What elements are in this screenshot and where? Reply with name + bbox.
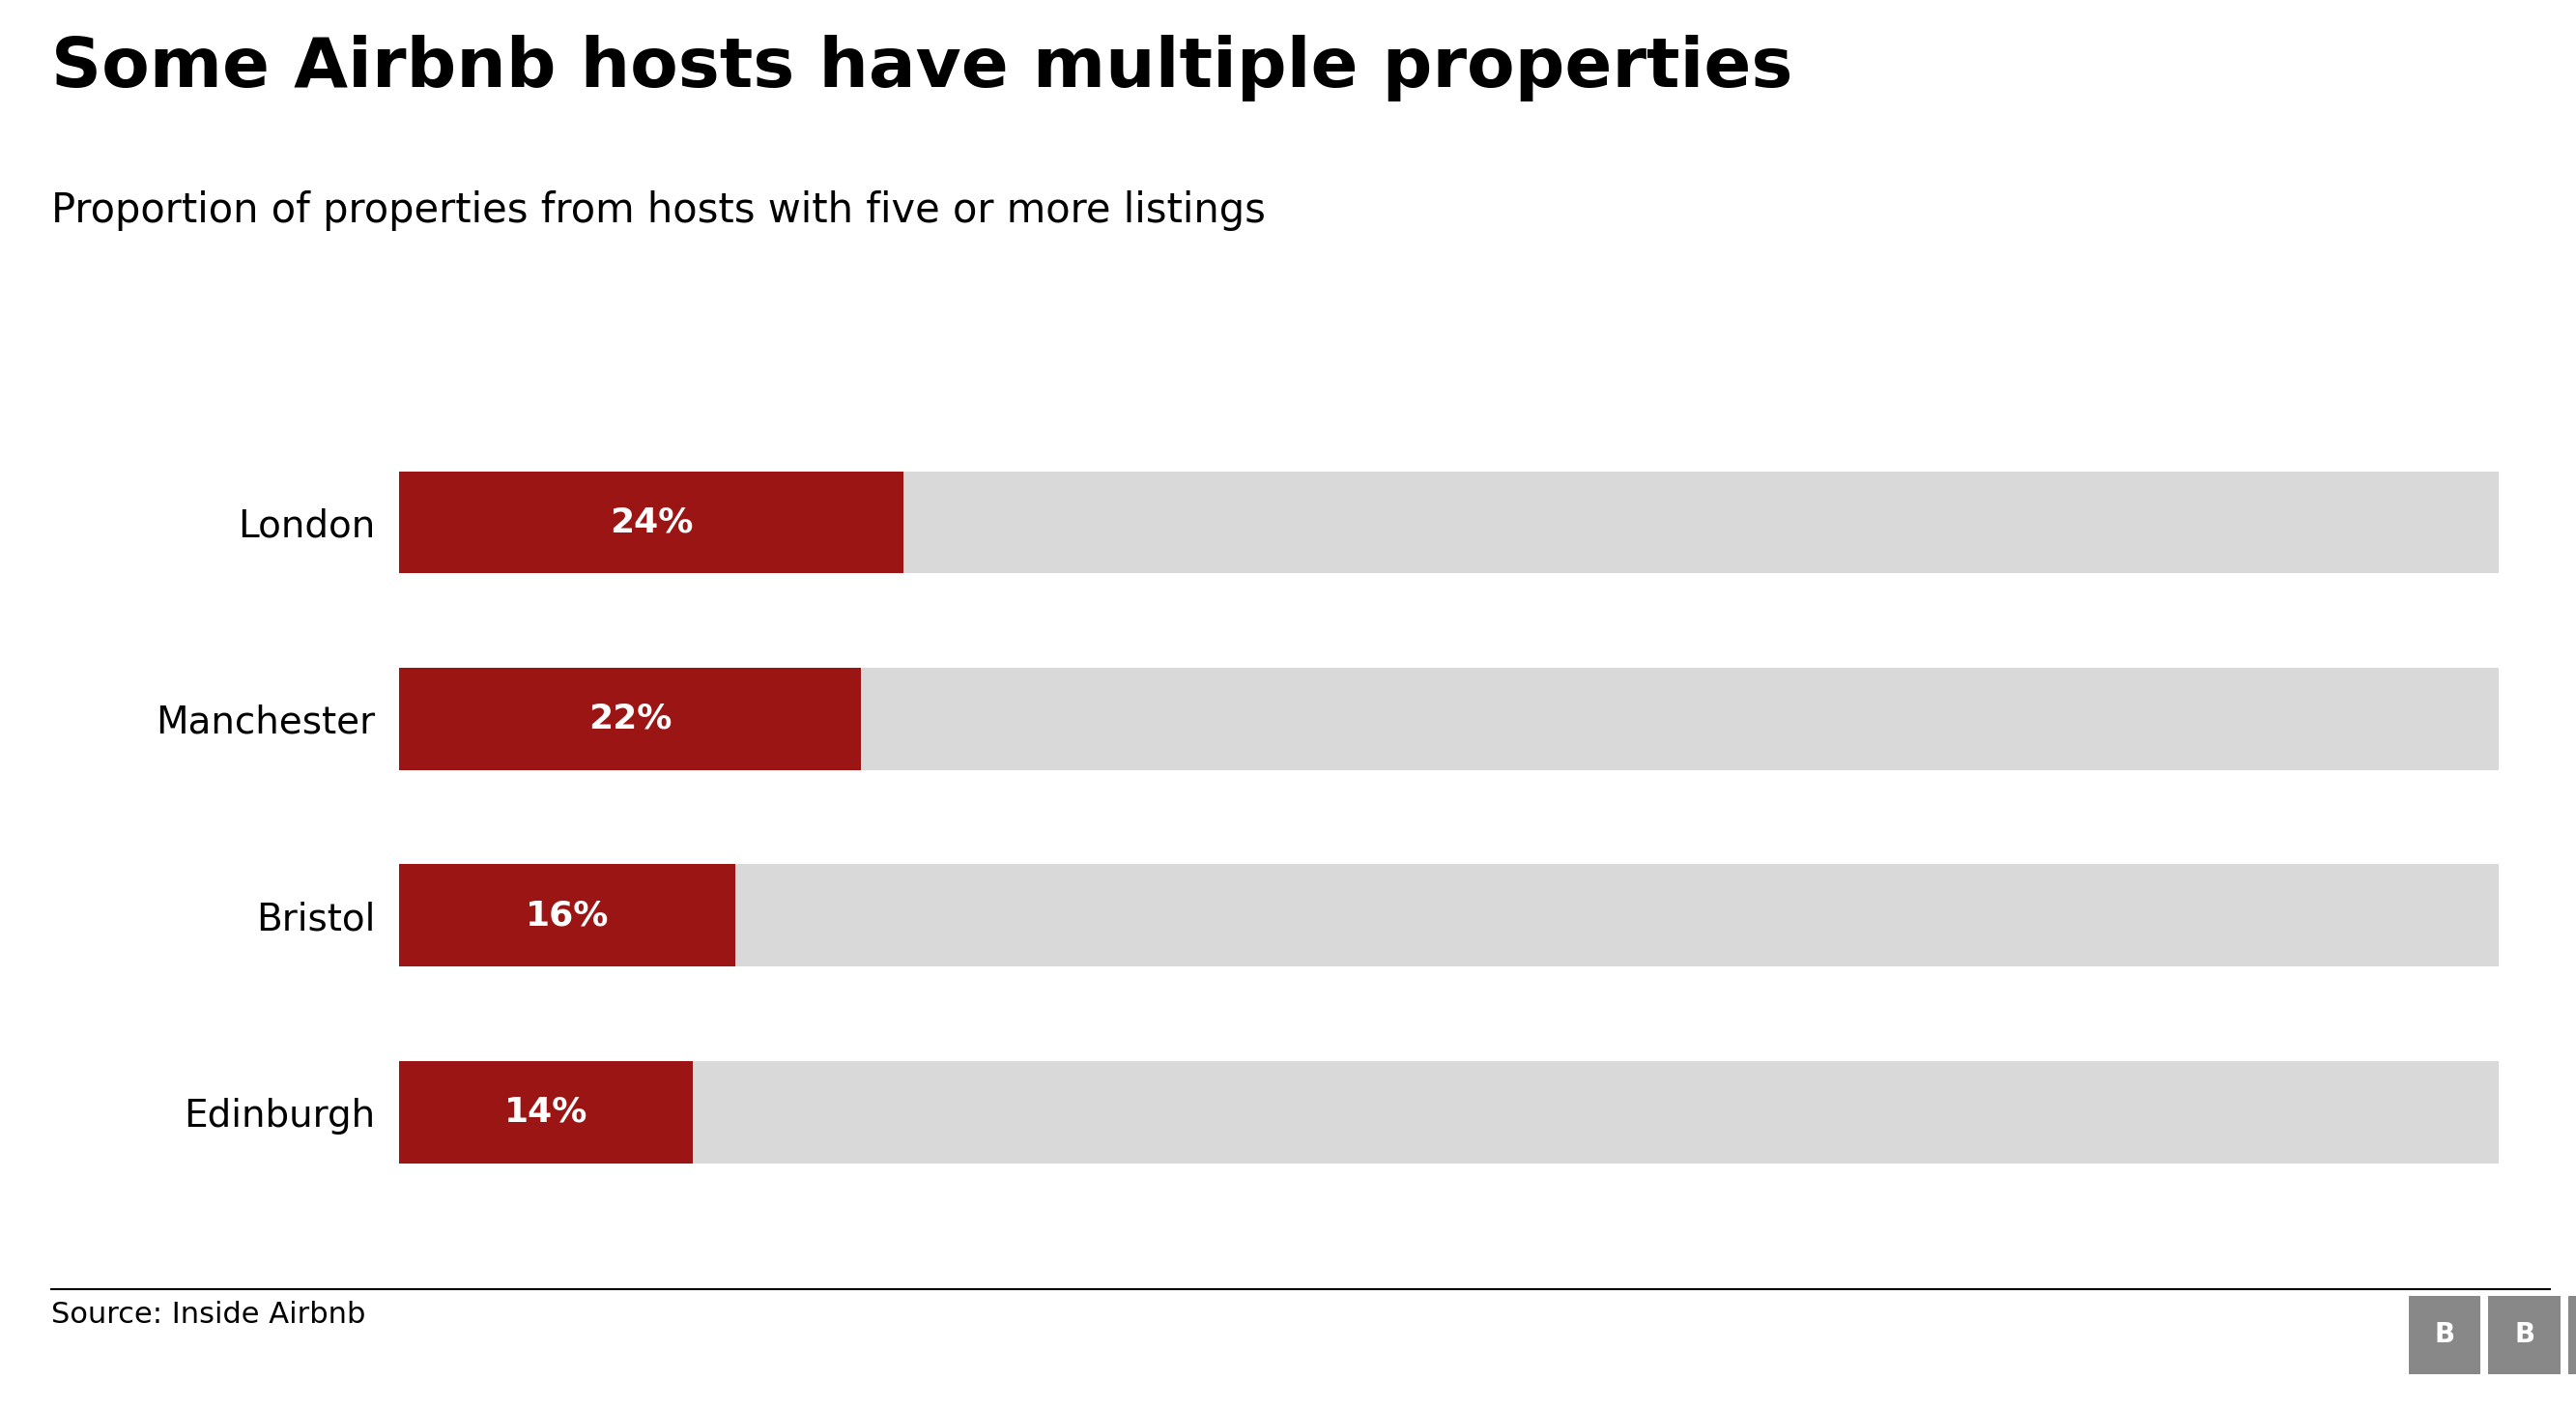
- Bar: [399, 471, 904, 573]
- Text: B: B: [2514, 1322, 2535, 1348]
- Text: B: B: [2434, 1322, 2455, 1348]
- Text: Proportion of properties from hosts with five or more listings: Proportion of properties from hosts with…: [52, 190, 1265, 231]
- Text: 16%: 16%: [526, 899, 608, 931]
- Text: 22%: 22%: [587, 703, 672, 735]
- Bar: [399, 864, 2499, 967]
- Bar: [399, 1061, 2499, 1164]
- Text: 14%: 14%: [505, 1096, 587, 1129]
- Bar: [399, 864, 734, 967]
- Text: Some Airbnb hosts have multiple properties: Some Airbnb hosts have multiple properti…: [52, 35, 1793, 101]
- Bar: [399, 1061, 693, 1164]
- Bar: [399, 668, 860, 771]
- Text: 24%: 24%: [611, 506, 693, 538]
- Bar: [399, 668, 2499, 771]
- Bar: [399, 471, 2499, 573]
- Text: Source: Inside Airbnb: Source: Inside Airbnb: [52, 1301, 366, 1329]
